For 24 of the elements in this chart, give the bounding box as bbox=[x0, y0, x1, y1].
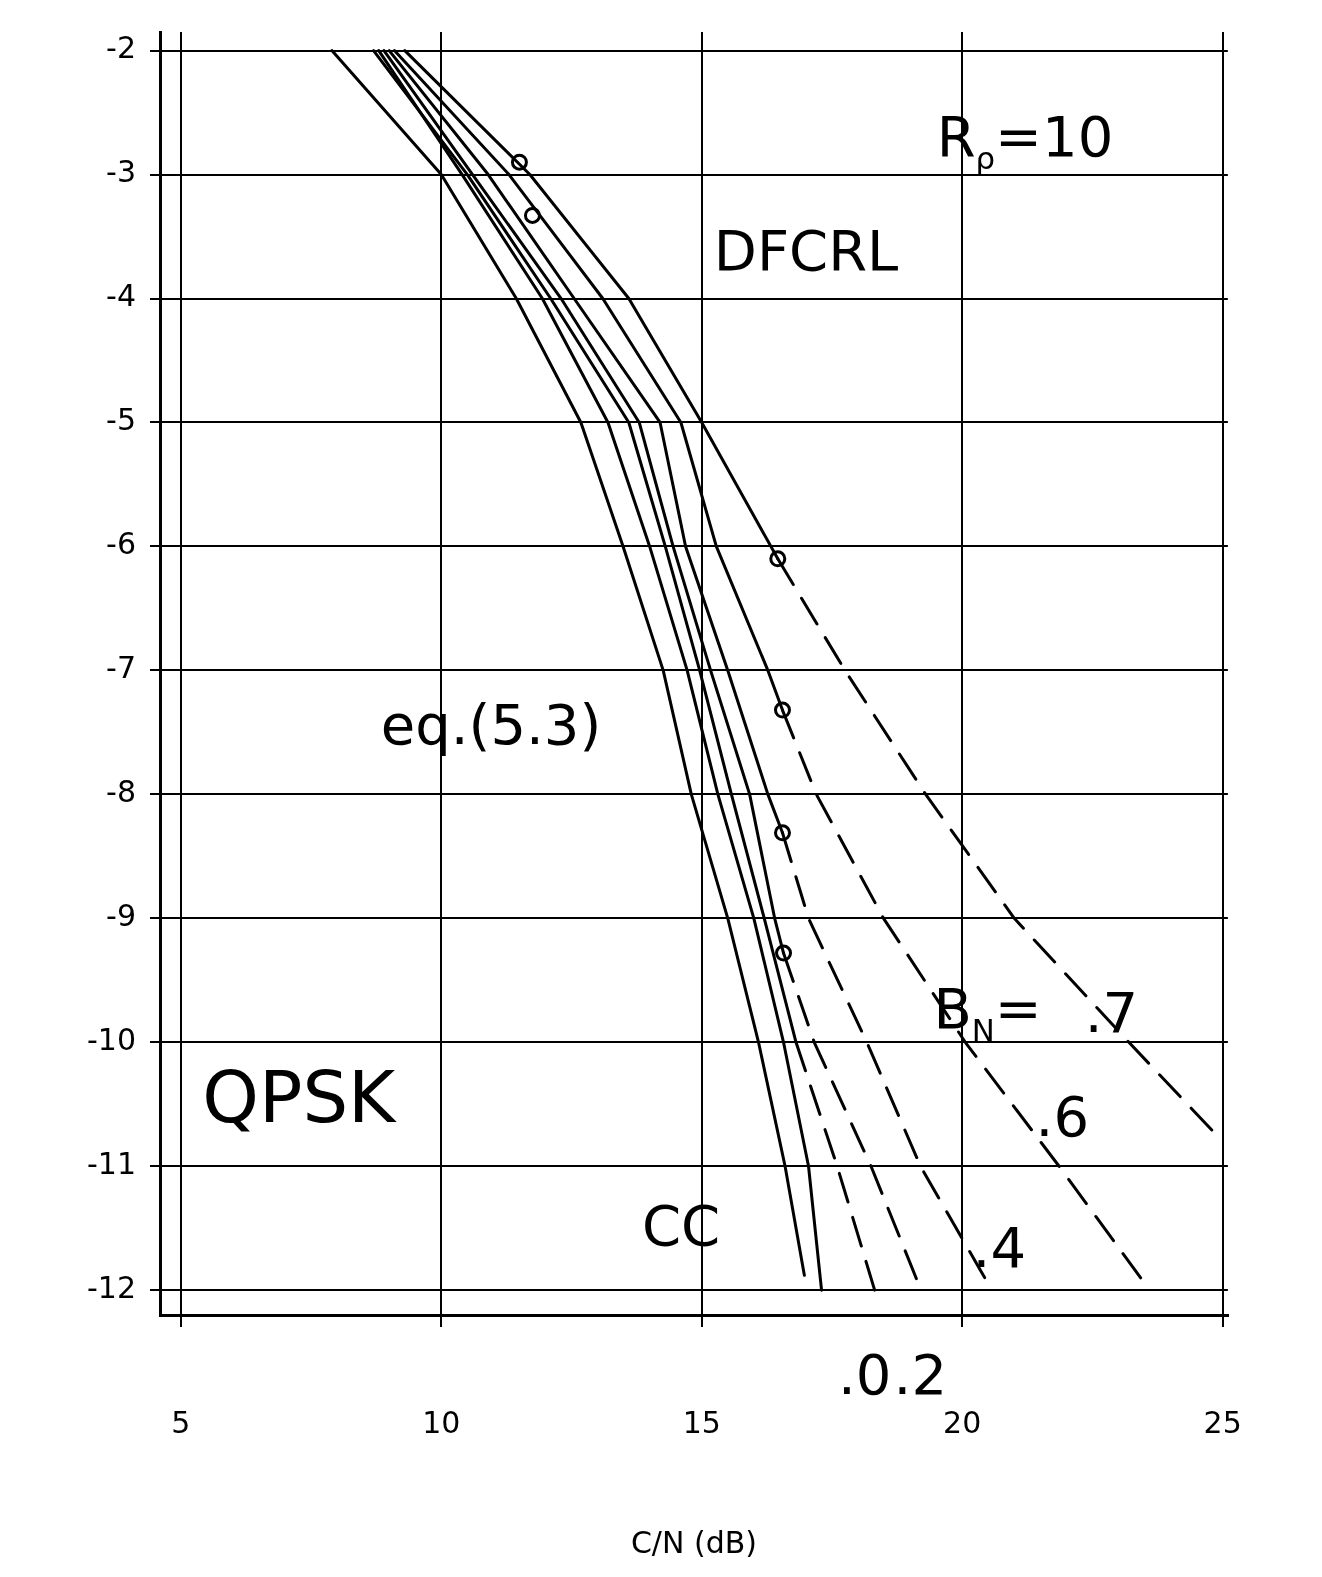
y-tick-label: -11 bbox=[87, 1146, 136, 1182]
y-tick-label: -9 bbox=[106, 898, 136, 934]
y-tick-label: -12 bbox=[87, 1270, 136, 1305]
y-tick-label: -7 bbox=[106, 650, 136, 686]
x-tick-label: 25 bbox=[1203, 1404, 1242, 1440]
annotation: .4 bbox=[972, 1214, 1027, 1280]
annotation: QPSK bbox=[202, 1055, 398, 1140]
x-tick-label: 5 bbox=[171, 1404, 191, 1440]
annotation: DFCRL bbox=[713, 217, 899, 283]
y-tick-label: -3 bbox=[106, 154, 136, 190]
y-tick-label: -10 bbox=[87, 1022, 136, 1058]
y-tick-label: -4 bbox=[106, 278, 136, 314]
y-tick-label: -2 bbox=[106, 30, 136, 66]
text: .0 bbox=[838, 1341, 892, 1407]
text: .2 bbox=[893, 1341, 948, 1407]
x-tick-label: 20 bbox=[943, 1404, 982, 1440]
x-axis-title: C/N (dB) bbox=[630, 1524, 757, 1560]
x-tick-label: 15 bbox=[682, 1404, 721, 1440]
annotation: .7 bbox=[1084, 979, 1139, 1045]
x-tick-label: 10 bbox=[422, 1404, 461, 1440]
y-tick-label: -5 bbox=[106, 402, 136, 438]
annotation: .6 bbox=[1035, 1083, 1090, 1149]
y-tick-label: -8 bbox=[106, 774, 136, 810]
y-tick-label: -6 bbox=[106, 526, 136, 562]
